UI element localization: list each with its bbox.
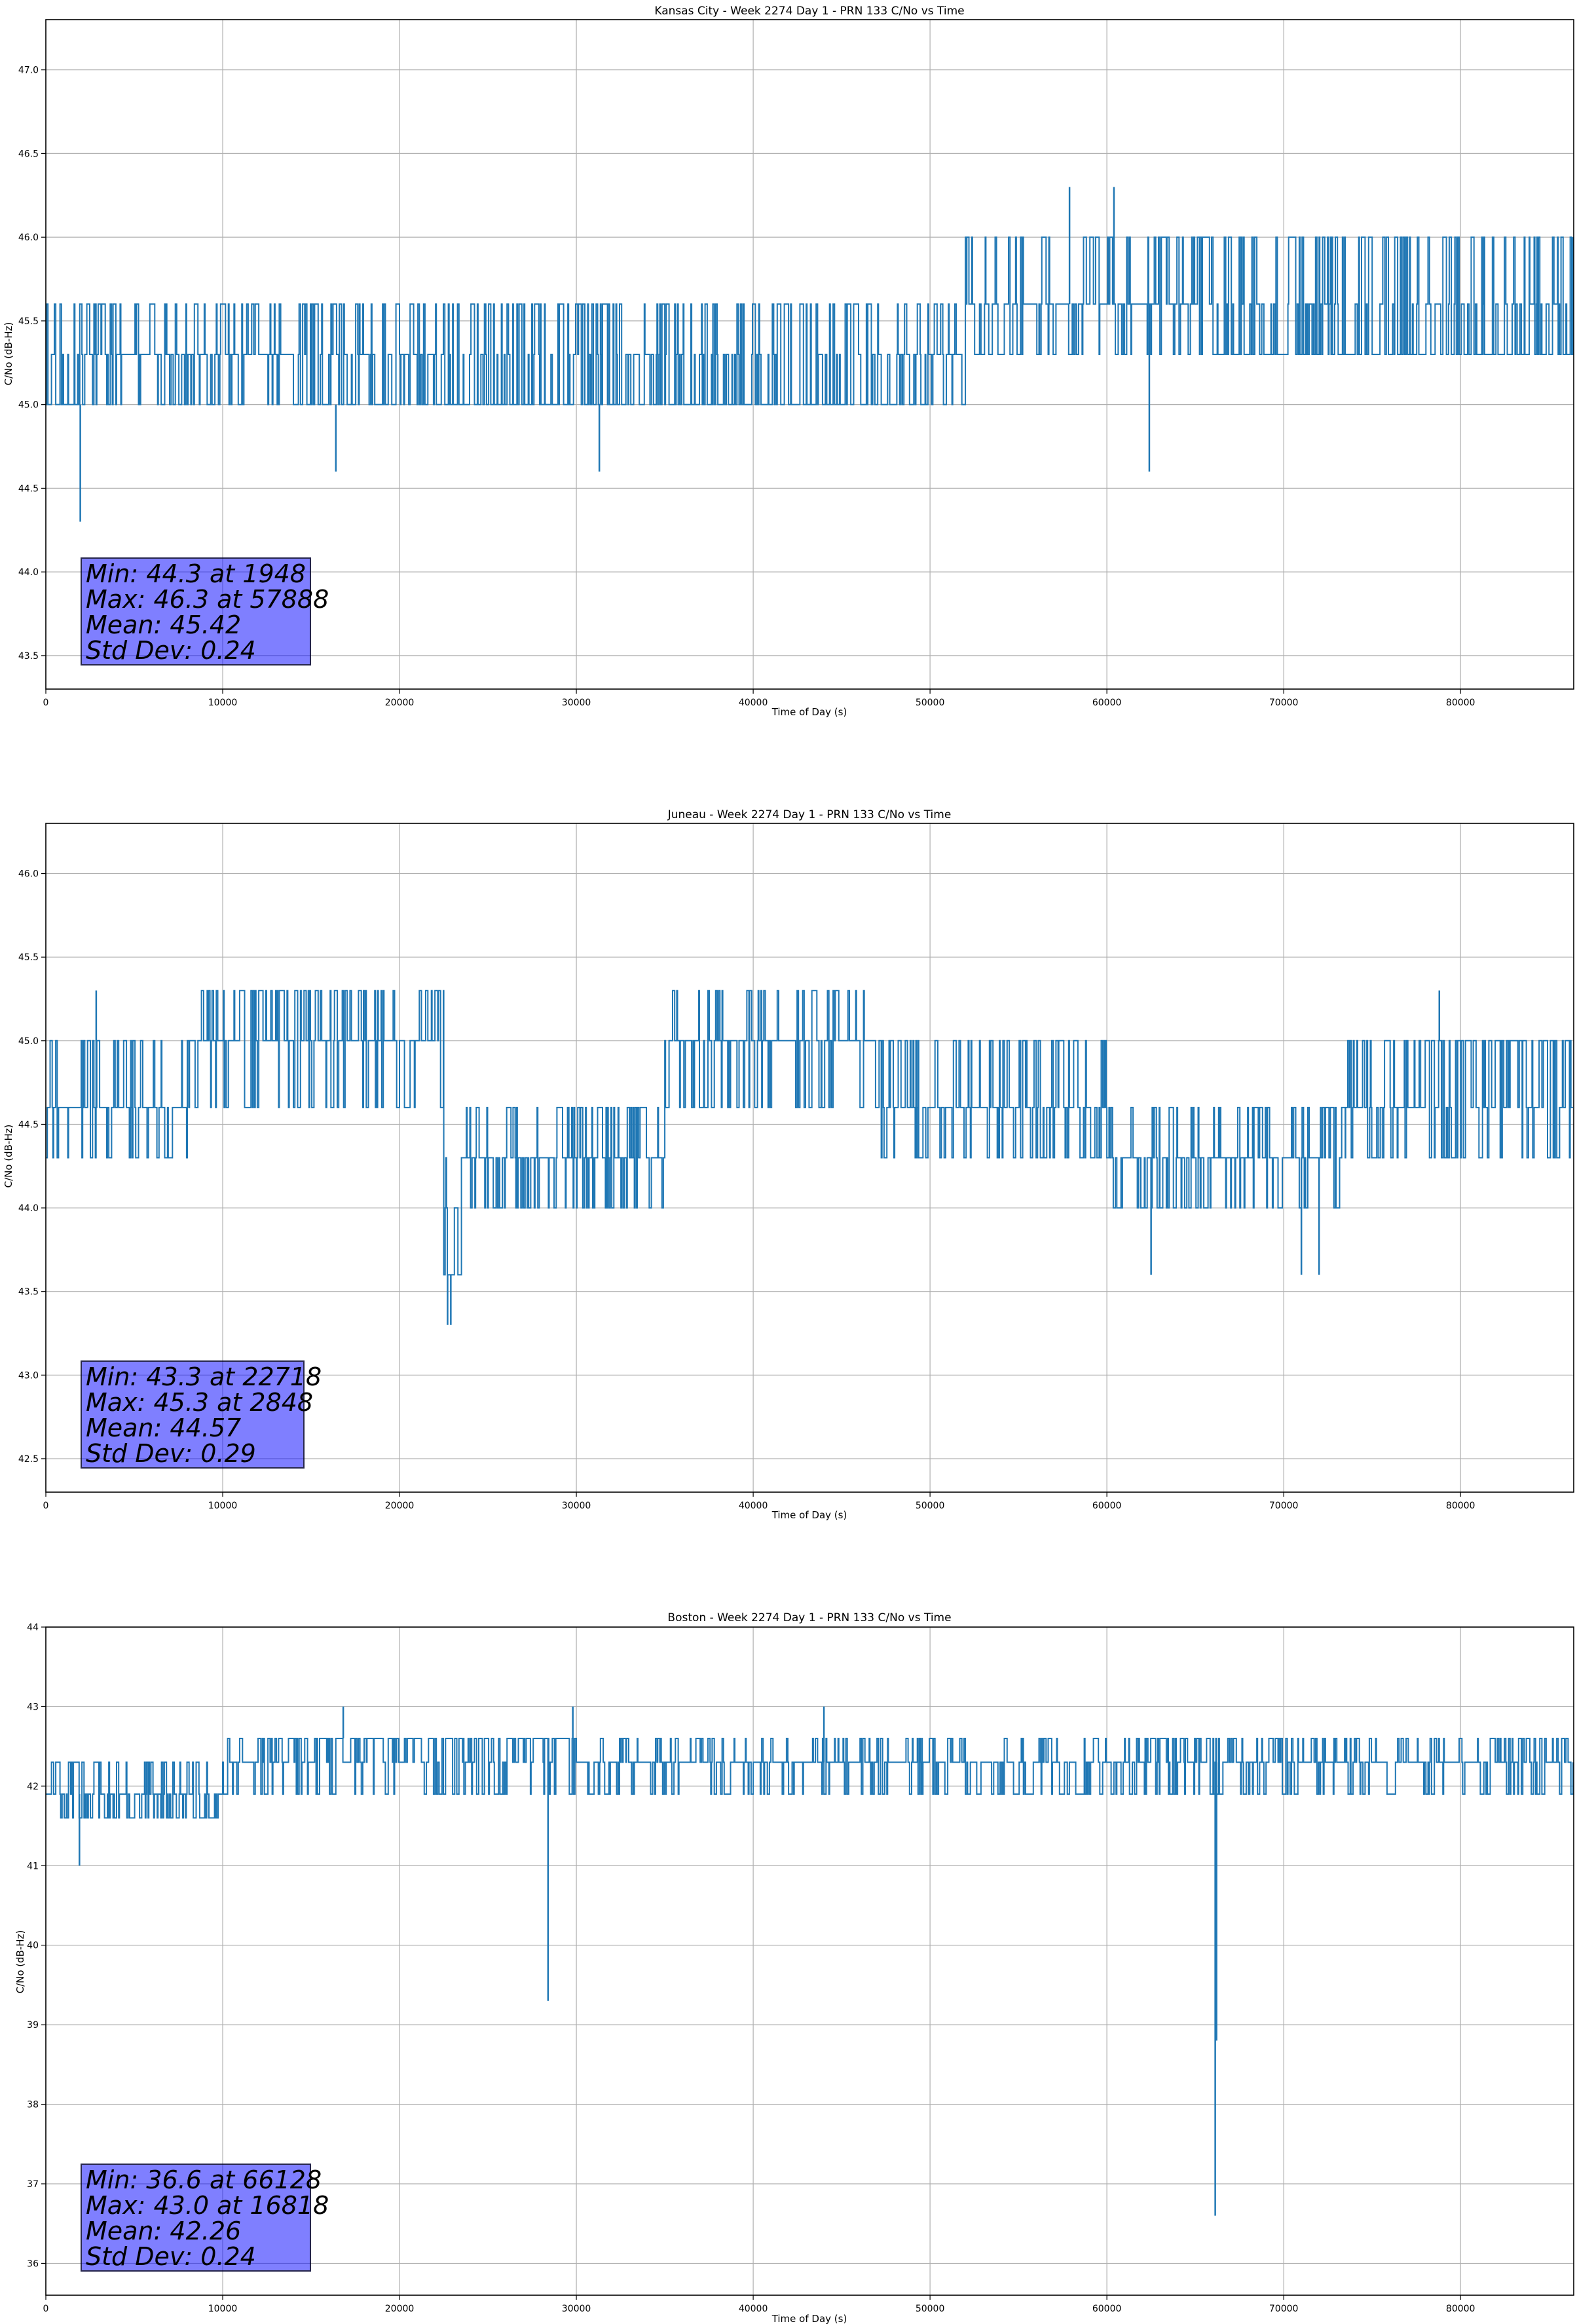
y-tick-label: 38 — [27, 2100, 39, 2110]
y-axis-label: C/No (dB-Hz) — [3, 322, 14, 386]
x-tick-label: 30000 — [562, 698, 591, 708]
stats-box-boston: Min: 36.6 at 66128 Max: 43.0 at 16818 Me… — [81, 2164, 329, 2272]
chart-title: Juneau - Week 2274 Day 1 - PRN 133 C/No … — [667, 808, 952, 821]
x-tick-label: 0 — [43, 698, 49, 708]
y-tick-label: 43.5 — [18, 1287, 39, 1298]
x-tick-label: 0 — [43, 2304, 49, 2314]
x-tick-label: 40000 — [739, 1501, 768, 1511]
x-tick-label: 50000 — [916, 698, 945, 708]
y-tick-label: 42.5 — [18, 1454, 39, 1465]
y-tick-label: 45.5 — [18, 952, 39, 963]
y-tick-label: 37 — [27, 2179, 39, 2190]
x-axis-label: Time of Day (s) — [771, 2313, 847, 2324]
y-tick-label: 43 — [27, 1702, 39, 1712]
y-axis-label: C/No (dB-Hz) — [3, 1125, 14, 1188]
x-tick-label: 50000 — [916, 1501, 945, 1511]
y-tick-label: 44 — [27, 1622, 39, 1633]
y-tick-label: 43.0 — [18, 1370, 39, 1381]
x-tick-label: 10000 — [208, 1501, 238, 1511]
x-axis-label: Time of Day (s) — [771, 1509, 847, 1521]
x-tick-label: 80000 — [1446, 1501, 1475, 1511]
stats-mean: Mean: 42.26 — [86, 2217, 242, 2245]
cno-series-line — [46, 236, 1574, 405]
chart-juneau: Juneau - Week 2274 Day 1 - PRN 133 C/No … — [3, 808, 1574, 1521]
y-tick-label: 45.0 — [18, 1036, 39, 1047]
axes-frame — [45, 19, 1574, 690]
stats-min: Min: 36.6 at 66128 — [86, 2165, 322, 2194]
y-tick-label: 43.5 — [18, 651, 39, 662]
x-tick-label: 80000 — [1446, 2304, 1475, 2314]
y-tick-label: 44.0 — [18, 567, 39, 578]
plot-area: 0 10000 20000 30000 40000 50000 60000 70000 8000… — [27, 1622, 1574, 2314]
stats-min: Min: 43.3 at 22718 — [86, 1362, 322, 1391]
chart-title: Boston - Week 2274 Day 1 - PRN 133 C/No … — [667, 1611, 951, 1624]
y-tick-label: 44.5 — [18, 1119, 39, 1130]
y-tick-label: 36 — [27, 2258, 39, 2269]
y-tick-label: 40 — [27, 1941, 39, 1951]
y-tick-label: 46.0 — [18, 233, 39, 243]
x-tick-label: 50000 — [916, 2304, 945, 2314]
cno-series-line — [46, 1738, 1574, 1819]
stats-box-juneau: Min: 43.3 at 22718 Max: 45.3 at 2848 Mea… — [81, 1360, 322, 1469]
y-tick-label: 47.0 — [18, 66, 39, 76]
plot-area: 0 10000 20000 30000 40000 50000 60000 70000 8000… — [18, 19, 1574, 708]
y-tick-label: 41 — [27, 1861, 39, 1871]
x-tick-label: 70000 — [1269, 2304, 1299, 2314]
y-tick-label: 44.0 — [18, 1203, 39, 1214]
stats-std-dev: Std Dev: 0.24 — [86, 636, 256, 665]
stats-box-kansas-city: Min: 44.3 at 1948 Max: 46.3 at 57888 Mea… — [81, 557, 329, 665]
stats-mean: Mean: 45.42 — [86, 610, 242, 639]
chart-boston: Boston - Week 2274 Day 1 - PRN 133 C/No … — [14, 1611, 1574, 2324]
stats-max: Max: 43.0 at 16818 — [86, 2191, 329, 2220]
x-tick-label: 0 — [43, 1501, 49, 1511]
stats-min: Min: 44.3 at 1948 — [86, 559, 306, 588]
stats-std-dev: Std Dev: 0.24 — [86, 2242, 256, 2271]
y-axis-label: C/No (dB-Hz) — [14, 1930, 26, 1994]
x-tick-label: 80000 — [1446, 698, 1475, 708]
stats-mean: Mean: 44.57 — [86, 1414, 242, 1442]
chart-title: Kansas City - Week 2274 Day 1 - PRN 133 … — [654, 5, 964, 18]
y-tick-label: 45.5 — [18, 316, 39, 327]
x-tick-label: 20000 — [385, 2304, 415, 2314]
y-tick-label: 46.0 — [18, 869, 39, 880]
x-tick-label: 20000 — [385, 698, 415, 708]
x-tick-label: 70000 — [1269, 698, 1299, 708]
stats-std-dev: Std Dev: 0.29 — [86, 1439, 256, 1468]
x-tick-label: 10000 — [208, 698, 238, 708]
x-tick-label: 30000 — [562, 2304, 591, 2314]
x-tick-label: 40000 — [739, 2304, 768, 2314]
y-tick-label: 39 — [27, 2020, 39, 2031]
x-tick-label: 40000 — [739, 698, 768, 708]
y-tick-label: 42 — [27, 1782, 39, 1792]
x-tick-label: 70000 — [1269, 1501, 1299, 1511]
x-tick-label: 30000 — [562, 1501, 591, 1511]
x-tick-label: 60000 — [1092, 2304, 1122, 2314]
y-tick-label: 46.5 — [18, 149, 39, 159]
chart-kansas-city: Kansas City - Week 2274 Day 1 - PRN 133 … — [3, 5, 1574, 718]
axes-frame — [45, 823, 1574, 1493]
x-tick-label: 60000 — [1092, 1501, 1122, 1511]
y-tick-label: 44.5 — [18, 483, 39, 494]
stats-max: Max: 46.3 at 57888 — [86, 585, 329, 614]
stats-max: Max: 45.3 at 2848 — [86, 1388, 314, 1417]
x-tick-label: 20000 — [385, 1501, 415, 1511]
y-tick-label: 45.0 — [18, 400, 39, 411]
x-axis-label: Time of Day (s) — [771, 706, 847, 718]
cno-series-line — [46, 990, 1573, 1276]
axes-frame — [45, 1626, 1574, 2296]
plot-area: 0 10000 20000 30000 40000 50000 60000 70000 8000… — [18, 823, 1574, 1511]
x-tick-label: 60000 — [1092, 698, 1122, 708]
x-tick-label: 10000 — [208, 2304, 238, 2314]
